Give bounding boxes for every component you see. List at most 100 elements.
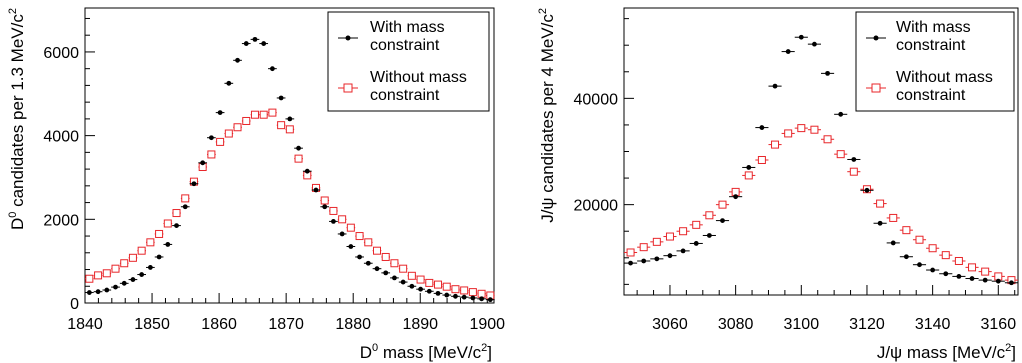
x-tick-label: 3140 [915, 316, 951, 333]
legend-box [327, 11, 490, 112]
x-tick-label: 1860 [201, 316, 237, 333]
data-point-without-constraint [797, 124, 806, 133]
data-point-without-constraint [416, 275, 425, 284]
data-point-with-constraint [243, 41, 249, 46]
data-point-with-constraint [487, 297, 493, 303]
data-point-without-constraint [771, 140, 780, 149]
data-point-without-constraint [137, 246, 146, 255]
data-point-without-constraint [390, 259, 399, 268]
x-axis-ticks: 3060 3080 3100 3120 3140 3160 [636, 285, 1017, 333]
data-point-without-constraint [915, 235, 924, 244]
data-point-with-constraint [331, 219, 336, 224]
data-point-with-constraint [400, 279, 406, 285]
data-point-with-constraint [680, 248, 686, 254]
data-point-with-constraint [461, 294, 467, 300]
data-point-without-constraint [181, 194, 190, 203]
data-point-with-constraint [374, 266, 380, 272]
data-point-with-constraint [812, 41, 817, 47]
data-point-with-constraint [200, 160, 206, 166]
x-tick-label: 1890 [402, 316, 438, 333]
data-point-with-constraint [208, 135, 214, 141]
data-point-without-constraint [460, 286, 469, 295]
legend-label: Without mass constraint [370, 69, 467, 104]
legend-marker-open-square [343, 83, 353, 93]
x-tick-label: 1840 [67, 316, 103, 333]
legend-label: Without mass constraint [896, 69, 993, 104]
data-point-with-constraint [287, 116, 293, 122]
data-point-with-constraint [365, 260, 371, 266]
data-point-with-constraint [930, 267, 936, 273]
data-point-with-constraint [392, 275, 397, 281]
data-point-without-constraint [372, 246, 381, 255]
data-point-without-constraint [477, 289, 486, 298]
data-point-with-constraint [877, 220, 883, 226]
data-point-without-constraint [981, 267, 990, 276]
data-point-with-constraint [733, 194, 739, 200]
data-point-with-constraint [278, 95, 284, 101]
data-point-without-constraint [941, 251, 950, 260]
data-point-with-constraint [903, 254, 909, 260]
data-point-without-constraint [94, 271, 103, 280]
data-point-without-constraint [250, 110, 259, 119]
data-point-without-constraint [329, 206, 338, 215]
x-axis-label: D0 mass [MeV/c2] [360, 342, 492, 362]
data-point-without-constraint [285, 125, 294, 134]
data-point-with-constraint [121, 280, 127, 286]
data-point-with-constraint [226, 80, 232, 86]
x-tick-label: 3160 [981, 316, 1017, 333]
data-point-without-constraint [120, 259, 129, 268]
legend-marker-filled-circle [873, 35, 879, 41]
data-point-without-constraint [146, 238, 155, 247]
data-point-without-constraint [155, 229, 164, 238]
data-point-without-constraint [442, 282, 451, 291]
y-axis-ticks: 0 2000 4000 6000 [43, 17, 95, 313]
data-point-with-constraint [785, 49, 791, 54]
legend: With mass constraint Without mass constrai… [855, 11, 1015, 112]
data-point-without-constraint [652, 237, 661, 246]
data-point-with-constraint [444, 292, 450, 298]
data-point-with-constraint [147, 265, 153, 270]
data-point-without-constraint [692, 220, 701, 229]
data-point-with-constraint [270, 66, 275, 72]
data-point-with-constraint [261, 41, 267, 46]
y-tick-label: 40000 [574, 91, 619, 108]
data-point-without-constraint [338, 215, 347, 224]
legend-entry-without-constraint: Without mass constraint [338, 69, 467, 104]
legend-box [855, 11, 1015, 112]
data-point-with-constraint [693, 241, 699, 246]
data-point-with-constraint [435, 290, 441, 296]
x-tick-label: 1880 [335, 316, 371, 333]
legend-entry-with-constraint: With mass constraint [866, 19, 971, 54]
x-tick-label: 3080 [718, 316, 754, 333]
data-point-without-constraint [928, 244, 937, 253]
data-point-with-constraint [654, 256, 660, 262]
x-tick-label: 1850 [134, 316, 170, 333]
data-point-with-constraint [746, 165, 752, 170]
data-point-with-constraint [943, 271, 949, 277]
data-point-without-constraint [639, 243, 648, 252]
legend: With mass constraint Without mass constrai… [327, 11, 490, 112]
y-axis-label: D0 candidates per 1.3 MeV/c2 [7, 8, 27, 230]
data-point-without-constraint [163, 219, 172, 228]
data-point-without-constraint [665, 232, 674, 241]
data-point-without-constraint [849, 167, 858, 176]
data-point-with-constraint [1009, 280, 1014, 286]
data-point-without-constraint [102, 269, 111, 278]
data-point-without-constraint [320, 196, 329, 205]
data-point-with-constraint [720, 218, 725, 223]
data-point-without-constraint [85, 274, 94, 283]
data-point-with-constraint [139, 272, 145, 277]
data-point-with-constraint [667, 253, 673, 259]
data-point-with-constraint [383, 270, 389, 276]
data-point-with-constraint [156, 254, 162, 260]
x-axis-ticks: 1840 1850 1860 1870 1880 1890 1900 [67, 293, 505, 333]
data-point-with-constraint [296, 145, 301, 151]
data-point-with-constraint [339, 231, 345, 237]
data-point-without-constraint [679, 227, 688, 236]
data-point-with-constraint [235, 57, 240, 63]
data-point-with-constraint [470, 295, 476, 301]
data-points [85, 36, 495, 303]
data-point-without-constraint [364, 238, 373, 247]
data-point-with-constraint [982, 277, 988, 283]
x-tick-label: 1870 [268, 316, 304, 333]
